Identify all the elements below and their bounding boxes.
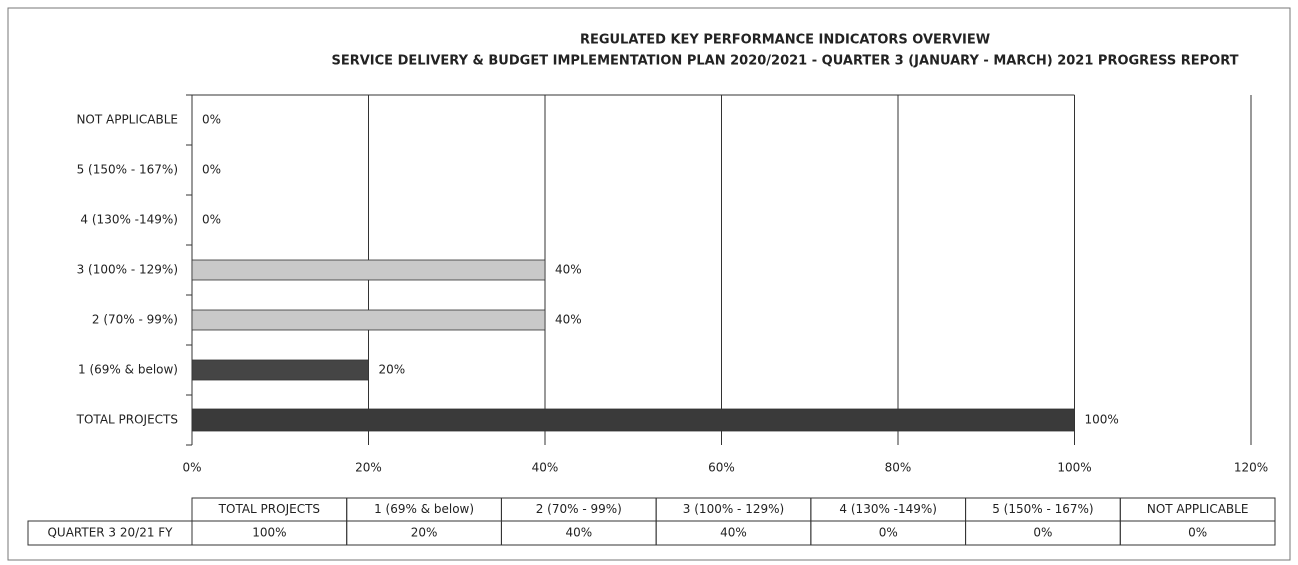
x-tick-label: 100% (1057, 461, 1091, 475)
x-tick-label: 60% (708, 461, 735, 475)
frame (7, 7, 1291, 561)
y-tick-label: 5 (150% - 167%) (77, 163, 178, 177)
x-tick-label: 120% (1234, 461, 1268, 475)
table-header: 3 (100% - 129%) (683, 502, 784, 516)
table-value: 20% (411, 526, 438, 540)
x-tick-label: 40% (532, 461, 559, 475)
bar (191, 309, 546, 331)
table-value: 0% (879, 526, 898, 540)
data-label: 100% (1085, 413, 1119, 427)
x-tick-label: 0% (182, 461, 201, 475)
table-value: 100% (252, 526, 286, 540)
table-cell (1119, 520, 1276, 546)
table-header: 5 (150% - 167%) (992, 502, 1093, 516)
y-tick-label: 2 (70% - 99%) (92, 313, 178, 327)
table-value: 0% (1188, 526, 1207, 540)
x-tick-label: 80% (885, 461, 912, 475)
data-label: 0% (202, 113, 221, 127)
data-label: 40% (555, 263, 582, 277)
table-value: 40% (720, 526, 747, 540)
table-row-label: QUARTER 3 20/21 FY (47, 526, 173, 540)
table-header: 4 (130% -149%) (839, 502, 937, 516)
y-tick-label: TOTAL PROJECTS (76, 413, 178, 427)
bar (191, 259, 546, 281)
table-header: TOTAL PROJECTS (218, 502, 320, 516)
y-tick-label: 1 (69% & below) (78, 363, 178, 377)
y-tick-label: 4 (130% -149%) (80, 213, 178, 227)
data-label: 40% (555, 313, 582, 327)
y-tick-label: NOT APPLICABLE (76, 113, 178, 127)
table-value: 0% (1033, 526, 1052, 540)
data-label: 0% (202, 213, 221, 227)
bar (191, 359, 369, 381)
chart-subtitle: SERVICE DELIVERY & BUDGET IMPLEMENTATION… (331, 54, 1238, 69)
table-header: 1 (69% & below) (374, 502, 474, 516)
bar (191, 408, 1075, 432)
y-tick-label: 3 (100% - 129%) (77, 263, 178, 277)
chart-title: REGULATED KEY PERFORMANCE INDICATORS OVE… (580, 33, 990, 48)
table-value: 40% (565, 526, 592, 540)
table-header: 2 (70% - 99%) (536, 502, 622, 516)
x-tick-label: 20% (355, 461, 382, 475)
data-label: 0% (202, 163, 221, 177)
data-label: 20% (379, 363, 406, 377)
table-header: NOT APPLICABLE (1147, 502, 1249, 516)
